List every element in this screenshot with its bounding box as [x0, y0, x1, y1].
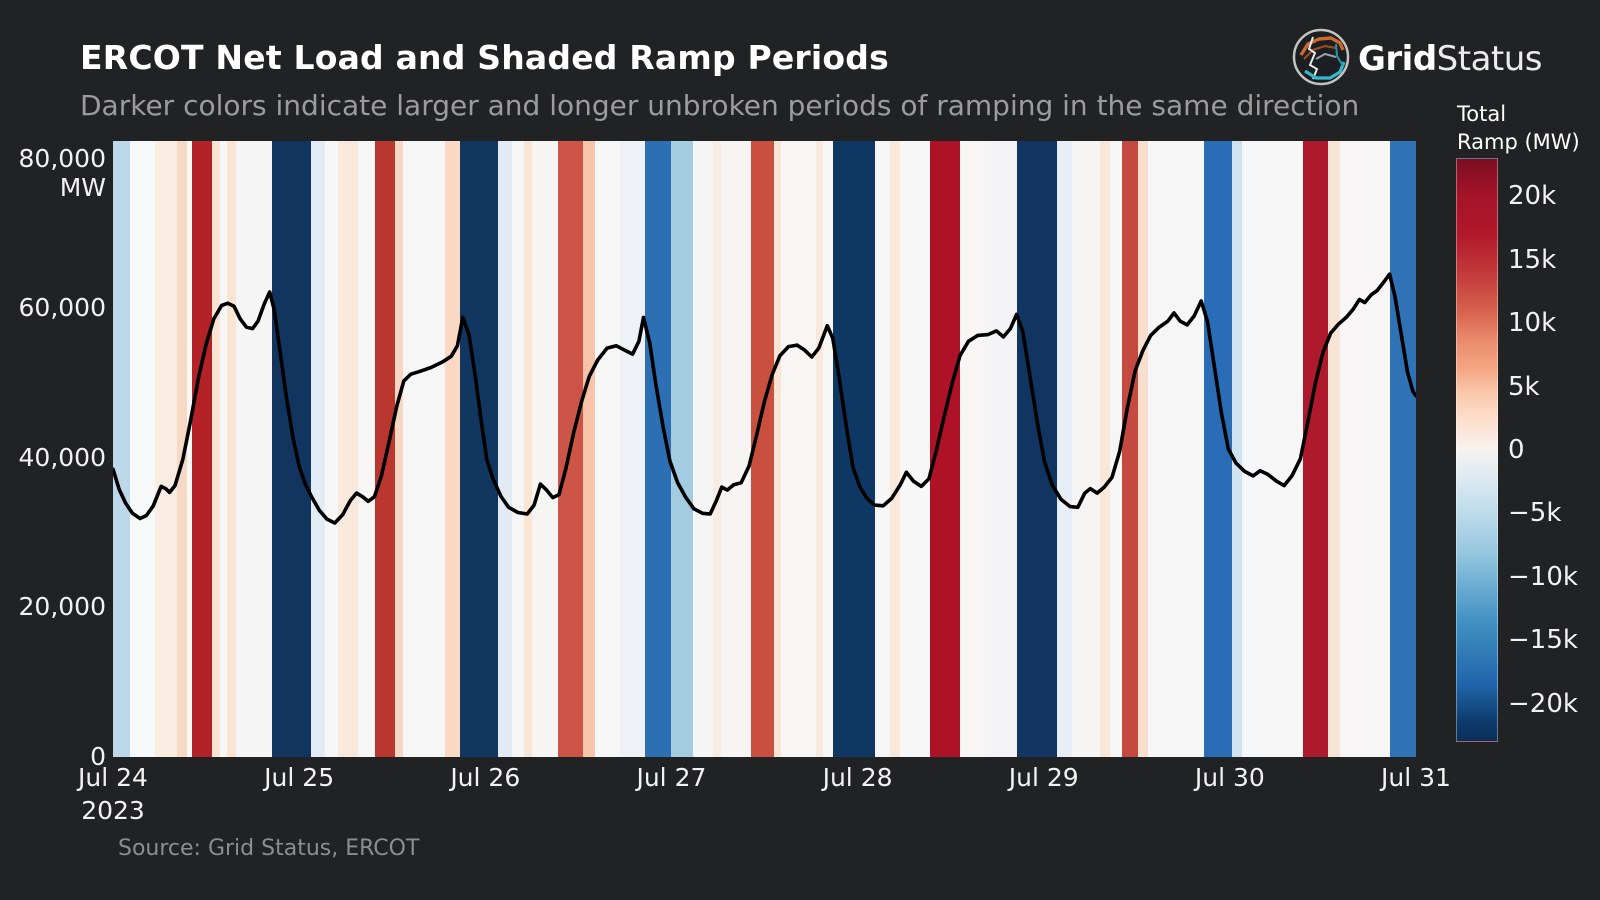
colorbar-title-line1: Total: [1457, 102, 1507, 126]
ramp-band: [1339, 141, 1390, 757]
x-tick-label: Jul 30: [1194, 763, 1265, 792]
ramp-band: [773, 141, 781, 757]
x-tick-label: Jul 25: [264, 763, 335, 792]
y-tick-label: 0: [90, 742, 106, 771]
ramp-band: [154, 141, 178, 757]
ramp-band: [670, 141, 694, 757]
gridstatus-brand: GridStatus: [1292, 28, 1543, 90]
brand-bold: Grid: [1358, 39, 1437, 79]
ramp-band: [1137, 141, 1148, 757]
ramp-band: [324, 141, 338, 757]
ramp-band: [832, 141, 875, 757]
ramp-band: [212, 141, 221, 757]
ramp-band: [113, 141, 131, 757]
gridstatus-logo-icon: [1292, 28, 1350, 90]
chart-subtitle: Darker colors indicate larger and longer…: [80, 89, 1360, 122]
ramp-band: [403, 141, 445, 757]
ramp-band: [271, 141, 311, 757]
ramp-band: [375, 141, 396, 757]
ramp-band: [236, 141, 272, 757]
colorbar-title: Total Ramp (MW): [1457, 100, 1580, 157]
colorbar-tick-label: −20k: [1508, 688, 1578, 719]
ramp-band: [337, 141, 359, 757]
ramp-band: [594, 141, 621, 757]
ramp-band: [1122, 141, 1138, 757]
ramp-band: [1147, 141, 1205, 757]
ramp-band: [1327, 141, 1340, 757]
colorbar-tick-label: 5k: [1508, 371, 1540, 402]
ramp-band: [444, 141, 460, 757]
ramp-band: [227, 141, 237, 757]
page-title: ERCOT Net Load and Shaded Ramp Periods: [80, 38, 889, 77]
colorbar-tick-label: 10k: [1508, 308, 1557, 339]
gridstatus-wordmark: GridStatus: [1358, 39, 1543, 79]
ramp-band: [511, 141, 525, 757]
ramp-band: [959, 141, 985, 757]
plot-area: [113, 141, 1416, 757]
ramp-band: [1260, 141, 1303, 757]
ramp-band: [929, 141, 960, 757]
ramp-band: [497, 141, 512, 757]
ramp-band: [713, 141, 722, 757]
y-tick-label: 60,000: [18, 293, 106, 323]
ramp-band: [1232, 141, 1243, 757]
ramp-band: [531, 141, 559, 757]
ramp-band: [721, 141, 752, 757]
ramp-band: [220, 141, 227, 757]
ramp-band: [874, 141, 891, 757]
colorbar-tick-label: −15k: [1508, 625, 1578, 656]
ramp-band: [815, 141, 823, 757]
y-tick-label: 40,000: [18, 442, 106, 472]
ramp-band: [1302, 141, 1328, 757]
x-tick-label: Jul 24: [78, 763, 148, 792]
ramp-band: [130, 141, 155, 757]
ramp-band: [192, 141, 213, 757]
ramp-band: [984, 141, 1018, 757]
ramp-band: [1389, 141, 1416, 757]
ramp-band: [1242, 141, 1261, 757]
ramp-band: [459, 141, 498, 757]
colorbar-title-line2: Ramp (MW): [1457, 130, 1580, 155]
colorbar-tick-label: 15k: [1508, 244, 1557, 275]
ramp-band: [395, 141, 404, 757]
y-tick-label: 80,000: [18, 143, 106, 173]
net-load-line-svg: [113, 272, 1416, 525]
x-tick-label: Jul 26: [450, 763, 521, 792]
ramp-band: [1071, 141, 1100, 757]
ramp-band: [186, 141, 193, 757]
ramp-band: [900, 141, 930, 757]
ramp-band: [177, 141, 187, 757]
colorbar-gradient: [1456, 158, 1498, 742]
ramp-band: [780, 141, 816, 757]
ramp-band: [822, 141, 833, 757]
ramp-band: [358, 141, 376, 757]
colorbar-tick-label: 0: [1508, 435, 1525, 465]
ramp-bands: [113, 141, 1416, 757]
brand-light: Status: [1436, 39, 1543, 79]
ramp-band: [1017, 141, 1057, 757]
y-tick-label: 20,000: [18, 592, 106, 622]
x-tick-label: Jul 28: [822, 763, 893, 792]
x-tick-year: 2023: [81, 796, 145, 825]
ramp-band: [310, 141, 325, 757]
ramp-band: [1099, 141, 1110, 757]
colorbar-tick-label: −5k: [1508, 498, 1562, 529]
colorbar-tick-label: 20k: [1508, 181, 1557, 212]
net-load-line: [113, 272, 1416, 525]
x-tick-label: Jul 31: [1381, 763, 1451, 792]
y-axis-unit: MW: [59, 172, 106, 202]
ramp-band: [620, 141, 646, 757]
ramp-band: [1056, 141, 1072, 757]
source-note: Source: Grid Status, ERCOT: [118, 836, 420, 861]
ramp-band: [524, 141, 532, 757]
ramp-band: [583, 141, 595, 757]
x-tick-label: Jul 29: [1008, 763, 1079, 792]
ramp-band: [693, 141, 714, 757]
ramp-band: [751, 141, 774, 757]
ramp-band: [1109, 141, 1123, 757]
ramp-band: [890, 141, 901, 757]
x-tick-label: Jul 27: [636, 763, 707, 792]
colorbar-tick-label: −10k: [1508, 561, 1578, 592]
